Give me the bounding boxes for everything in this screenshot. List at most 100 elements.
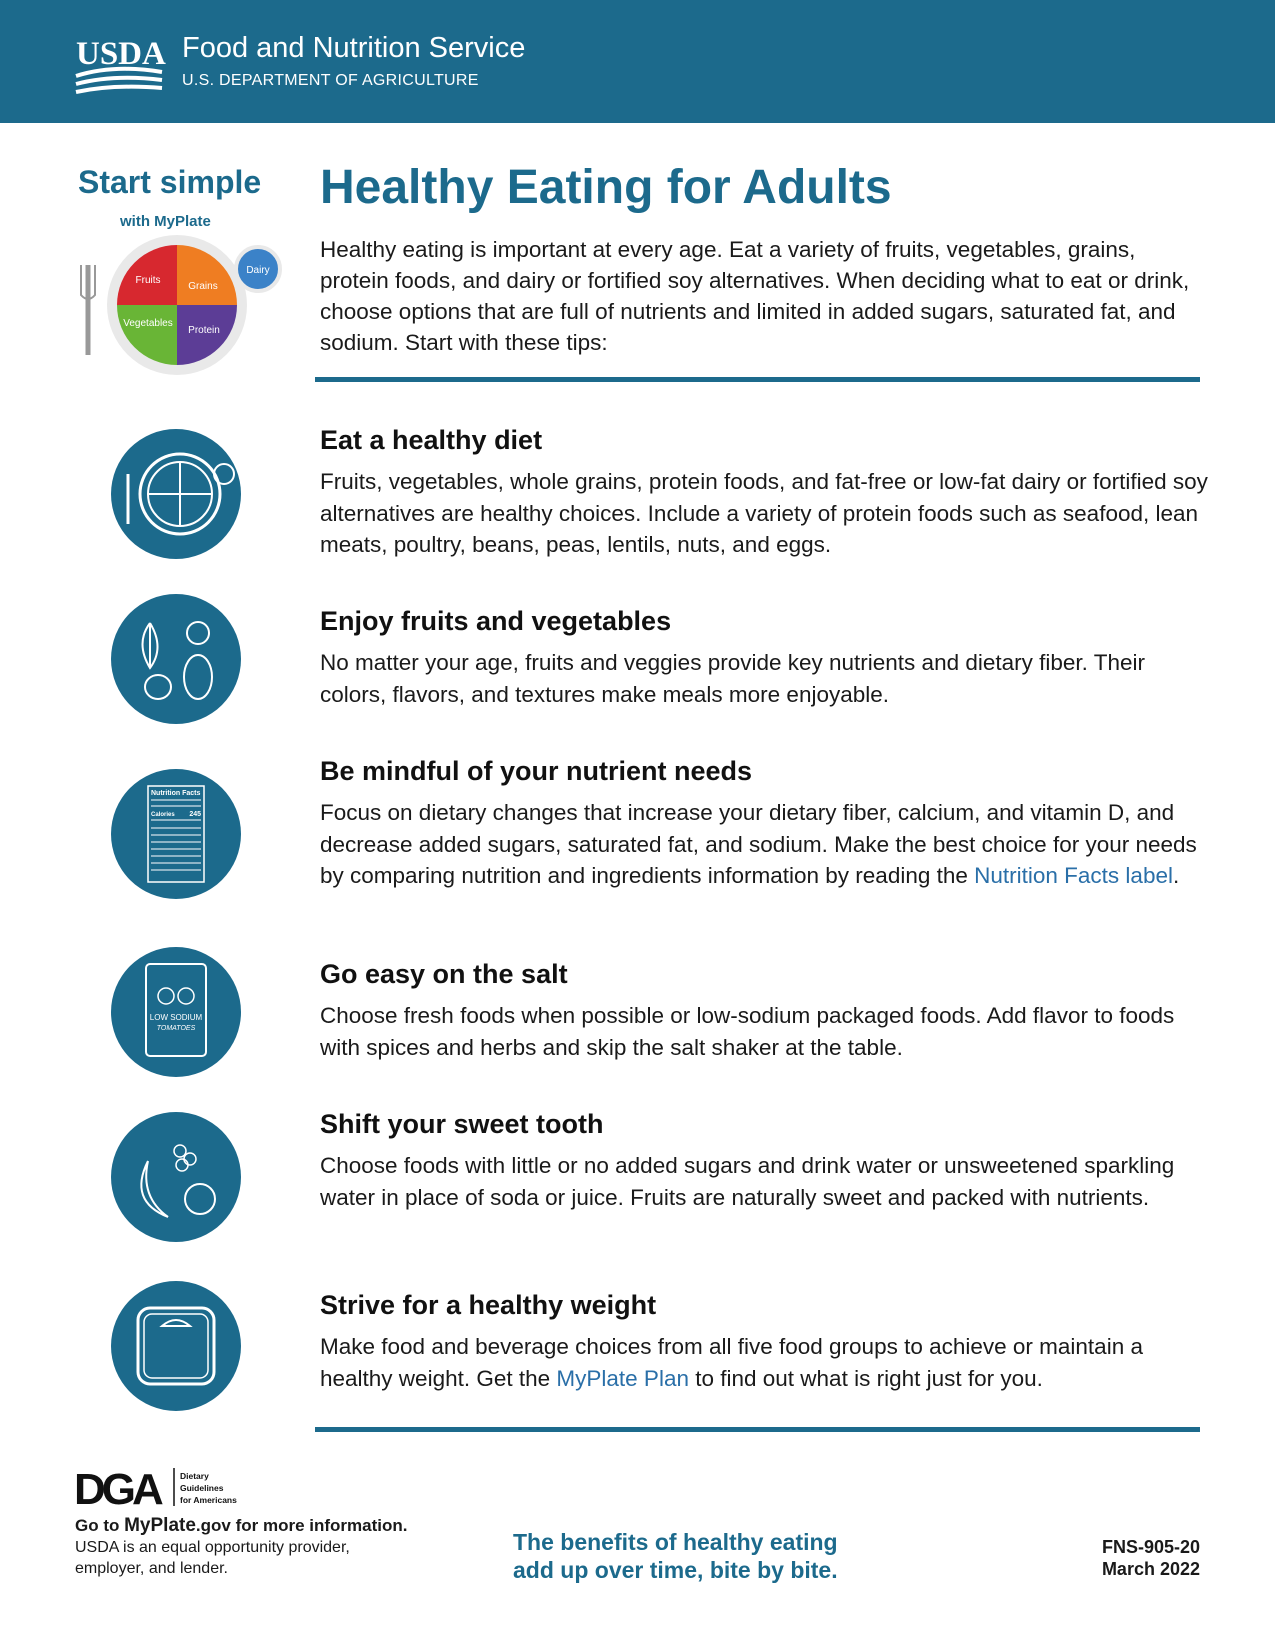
plate-icon [111,429,241,559]
publication-info: FNS-905-20 March 2022 [1102,1536,1200,1580]
tip-heading: Shift your sweet tooth [320,1109,604,1139]
tip: Be mindful of your nutrient needs Focus … [320,756,1210,892]
equal-opportunity-line: USDA is an equal opportunity provider, [75,1539,350,1556]
tip-heading: Strive for a healthy weight [320,1290,657,1320]
usda-logo-text: USDA [76,36,166,72]
agency-name: Food and Nutrition Service [182,32,526,64]
tip-text: Make food and beverage choices from all … [320,1331,1210,1394]
publication-date: March 2022 [1101,1559,1200,1579]
tip-text: No matter your age, fruits and veggies p… [320,650,1146,707]
protein-segment [177,305,237,365]
grape [173,1144,187,1158]
myplate-with-word: with [119,213,154,230]
tomato-drawing [157,987,175,1005]
scale-outline [136,1306,216,1386]
myplate-reference: Go to MyPlate.gov for more information. [75,1515,407,1536]
plate-outline [138,452,222,536]
icon-circle [111,1112,241,1242]
group-label: Dairy [246,265,269,276]
divider [315,377,1200,382]
equal-opportunity: USDA is an equal opportunity provider, e… [75,1537,350,1579]
footer-message-line: The benefits of healthy eating [513,1529,838,1555]
group-label: Vegetables [123,318,173,329]
broccoli-drawing [186,621,210,645]
tip-text-end: . [1172,863,1180,888]
tip-text-body: Make food and beverage choices from all … [320,1334,1143,1391]
icon-circle [111,594,241,724]
can-sublabel: TOMATOES [157,1025,196,1032]
tip-heading: Enjoy fruits and vegetables [320,606,672,636]
myplate-plan-link[interactable]: MyPlate Plan [556,1365,689,1391]
fruit-icon [111,1112,241,1242]
cup-icon [213,463,235,485]
grains-segment [177,245,237,305]
nutrition-facts-link[interactable]: Nutrition Facts label [974,863,1173,888]
group-label: Fruits [136,275,161,286]
department-name: U.S. DEPARTMENT OF AGRICULTURE [182,72,479,89]
dga-logo-text: DGA [74,1465,163,1510]
tip-text-body: Focus on dietary changes that increase y… [320,800,1197,888]
tip-text: Choose foods with little or no added sug… [320,1153,1175,1210]
plate-divisions [148,462,212,526]
usda-logo: USDA [75,36,166,94]
nutrition-label-icon: Nutrition Facts Calories 245 [111,769,241,899]
myplate-with: with MyPlate [119,213,211,230]
header: USDA Food and Nutrition Service U.S. DEP… [0,0,1275,123]
vegetables-segment [117,305,177,365]
tip-heading: Be mindful of your nutrient needs [320,756,753,786]
myplate-tagline: Start simple [78,165,261,200]
page-title: Healthy Eating for Adults [320,161,892,214]
goto-text: .gov for more information. [195,1516,408,1535]
tip-text-end: to find out what is right just for you. [688,1365,1043,1391]
apple-drawing [184,1183,216,1215]
label-outline [147,785,205,883]
label-rules [151,799,201,871]
scale-icon [111,1281,241,1411]
icon-circle [111,947,241,1077]
can-outline [145,963,207,1057]
tip-heading: Go easy on the salt [320,959,568,989]
papaya-drawing [183,654,213,700]
icon-circle [111,769,241,899]
tomato-drawing [177,987,195,1005]
tip-text: Focus on dietary changes that increase y… [320,797,1210,892]
tip-text: Fruits, vegetables, whole grains, protei… [320,469,1208,557]
scale-dial [159,1319,193,1327]
label-amount: 245 [189,811,201,818]
group-label: Grains [188,281,217,292]
tip: Enjoy fruits and vegetables No matter yo… [320,606,1210,710]
footer-message-line: add up over time, bite by bite. [513,1557,838,1583]
leaf-drawing [141,622,159,670]
produce-icon [111,594,241,724]
logo-field-lines [75,66,163,94]
fork-tines [80,265,96,300]
tip-text: Choose fresh foods when possible or low-… [320,1003,1175,1060]
tip: Strive for a healthy weight Make food an… [320,1290,1210,1394]
footer-message: The benefits of healthy eating add up ov… [513,1528,838,1584]
label-calories: Calories [151,812,175,818]
tip: Shift your sweet tooth Choose foods with… [320,1109,1210,1213]
dga-name-line: Guidelines [180,1483,224,1493]
tip-heading: Eat a healthy diet [320,425,543,455]
divider [315,1427,1200,1432]
icon-circle [111,1281,241,1411]
equal-opportunity-line: employer, and lender. [75,1560,228,1577]
myplate-brand: MyPlate [154,213,211,230]
label-title: Nutrition Facts [151,790,200,797]
myplate-logo: Start simple with MyPlate Fruits Grains … [78,165,282,375]
fruits-segment [117,245,177,305]
group-label: Protein [188,325,220,336]
can-icon: LOW SODIUM TOMATOES [111,947,241,1077]
dairy-cup [234,245,282,293]
publication-code: FNS-905-20 [1101,1537,1200,1557]
dga-name-line: for Americans [180,1495,237,1505]
banana-drawing [140,1160,169,1218]
dga-logo: DGA Dietary Guidelines for Americans [74,1465,237,1510]
dga-name-line: Dietary [180,1471,209,1481]
grape [175,1158,189,1172]
fruit-drawing [144,674,172,700]
goto-text: Go to [75,1516,125,1535]
can-label: LOW SODIUM [150,1013,203,1022]
